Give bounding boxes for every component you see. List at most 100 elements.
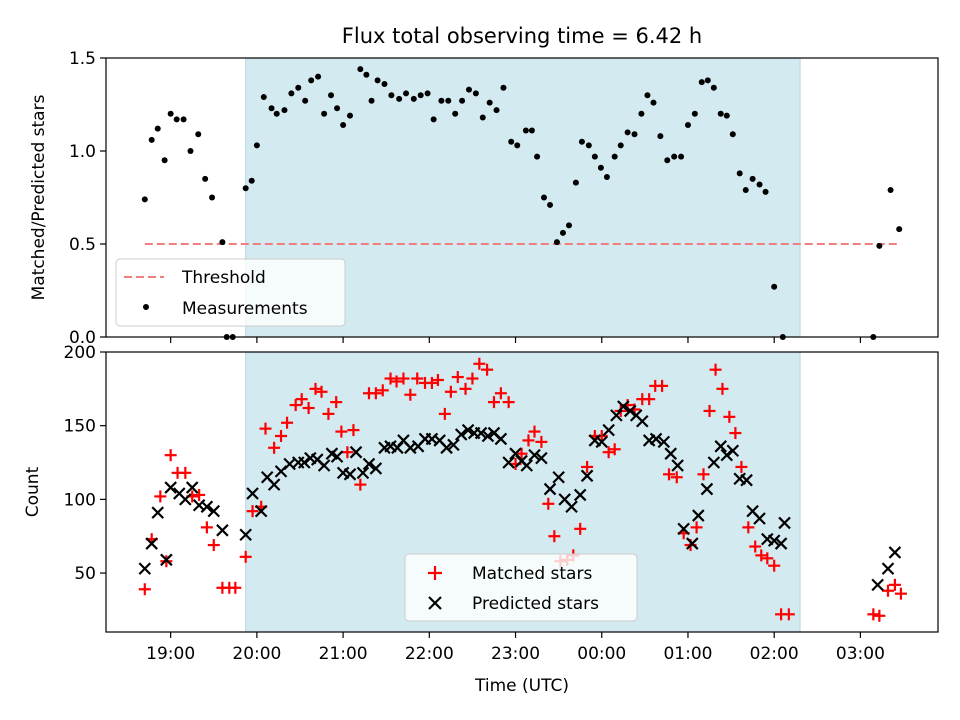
measurement-point — [288, 90, 295, 97]
predicted-star-point — [254, 504, 268, 518]
measurement-point — [141, 196, 148, 203]
measurement-point — [597, 164, 604, 171]
matched-star-point — [535, 435, 548, 448]
matched-star-point — [723, 410, 736, 423]
measurement-point — [534, 153, 541, 160]
measurement-point — [430, 116, 437, 123]
predicted-star-stroke-b — [349, 445, 363, 459]
measurement-point — [578, 138, 585, 145]
top-panel: 0.0 0.5 1.0 1.5 Matched/Predicted stars Thr… — [29, 49, 939, 348]
matched-star-point — [444, 385, 457, 398]
predicted-star-stroke-b — [239, 528, 252, 542]
matched-star-point — [347, 424, 360, 437]
legend-measurements-swatch — [143, 304, 149, 310]
matched-star-point — [281, 416, 294, 429]
matched-star-point — [528, 425, 541, 438]
matched-star-point — [690, 521, 703, 534]
matched-star-point — [888, 578, 901, 591]
predicted-star-stroke-b — [330, 450, 344, 463]
predicted-star-stroke-b — [216, 524, 229, 537]
predicted-star-stroke-b — [325, 447, 339, 460]
predicted-star-point — [267, 478, 281, 491]
measurement-point — [684, 121, 691, 128]
predicted-star-stroke-b — [254, 504, 268, 518]
predicted-star-stroke-b — [573, 488, 587, 502]
x-tick-label: 21:00 — [319, 644, 368, 664]
predicted-star-stroke-b — [487, 426, 501, 440]
predicted-star-stroke-b — [310, 453, 324, 466]
legend-threshold-label: Threshold — [181, 268, 266, 288]
measurement-point — [472, 90, 479, 97]
legend-predicted-swatch — [428, 596, 442, 610]
x-tick-label: 19:00 — [146, 644, 195, 664]
measurement-point — [403, 90, 410, 97]
predicted-star-point — [481, 429, 495, 443]
predicted-star-point — [343, 468, 357, 481]
matched-star-point — [574, 522, 587, 535]
predicted-star-stroke-b — [720, 448, 734, 462]
measurement-point — [657, 133, 664, 140]
measurement-point — [771, 283, 778, 290]
predicted-star-point — [474, 426, 488, 440]
predicted-star-stroke-b — [502, 456, 515, 469]
predicted-star-stroke-b — [317, 459, 331, 472]
measurement-point — [611, 153, 618, 160]
measurement-point — [340, 121, 347, 128]
predicted-star-stroke-b — [635, 414, 649, 428]
measurement-point — [346, 112, 353, 119]
predicted-star-point — [502, 456, 515, 469]
predicted-star-stroke-b — [692, 509, 705, 522]
measurement-point — [459, 97, 466, 104]
predicted-star-point — [692, 509, 705, 522]
predicted-star-point — [595, 435, 609, 449]
predicted-star-point — [440, 441, 453, 455]
predicted-star-point — [565, 500, 578, 514]
predicted-star-stroke-b — [494, 432, 508, 446]
predicted-star-stroke-b — [461, 423, 475, 437]
measurement-point — [528, 127, 535, 134]
predicted-star-stroke-b — [707, 456, 721, 469]
matched-star-point — [207, 539, 220, 552]
measurement-point — [736, 170, 743, 177]
matched-star-point — [709, 363, 722, 376]
measurement-point — [308, 77, 315, 84]
predicted-star-stroke-b — [433, 434, 446, 447]
measurement-point — [328, 92, 335, 99]
predicted-star-stroke-b — [267, 478, 281, 491]
matched-star-point — [894, 587, 907, 600]
predicted-star-stroke-b — [200, 500, 214, 514]
measurement-point — [374, 77, 381, 84]
legend-matched-label: Matched stars — [472, 564, 592, 584]
measurement-point — [452, 110, 459, 117]
matched-star-point — [200, 521, 213, 534]
predicted-star-stroke-b — [677, 522, 690, 536]
predicted-star-stroke-b — [440, 441, 453, 455]
bottom-y-tick-label: 100 — [64, 490, 96, 510]
predicted-star-stroke-b — [356, 466, 370, 480]
matched-star-point — [548, 530, 561, 543]
bottom-axes-frame — [105, 351, 939, 633]
predicted-star-stroke-b — [671, 459, 684, 472]
predicted-star-stroke-b — [298, 456, 311, 469]
predicted-star-point — [871, 578, 884, 592]
measurement-point — [710, 84, 717, 91]
predicted-star-point — [686, 537, 699, 550]
measurement-point — [321, 110, 328, 117]
matched-star-point — [782, 608, 795, 621]
predicted-star-stroke-b — [623, 404, 637, 418]
predicted-star-stroke-b — [543, 482, 557, 496]
measurement-point — [572, 179, 579, 186]
matched-star-point — [289, 399, 302, 412]
predicted-star-point — [657, 435, 671, 449]
matched-star-point — [397, 372, 410, 385]
matched-star-point — [466, 372, 479, 385]
predicted-star-stroke-b — [160, 553, 173, 567]
predicted-star-stroke-b — [881, 562, 895, 575]
predicted-star-stroke-b — [164, 481, 177, 494]
predicted-star-point — [151, 506, 165, 519]
predicted-star-stroke-b — [580, 469, 594, 483]
measurement-point — [154, 125, 161, 132]
bottom-y-tick-label: 200 — [64, 343, 96, 363]
measurement-point — [187, 148, 194, 154]
x-tick-label: 23:00 — [491, 644, 540, 664]
